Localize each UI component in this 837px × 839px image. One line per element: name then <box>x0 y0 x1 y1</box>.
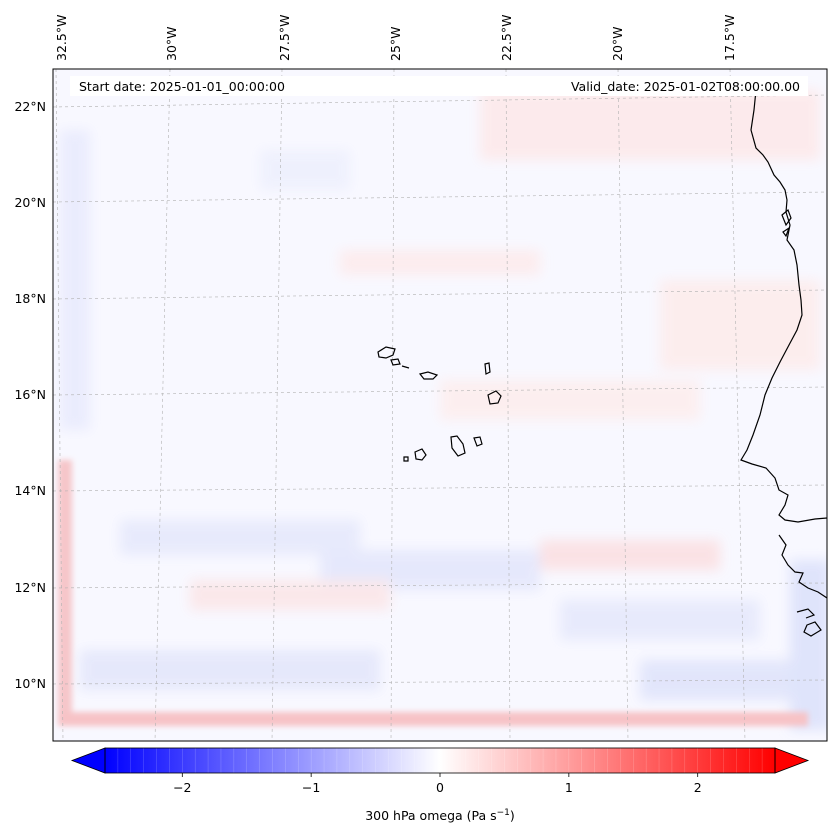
colorbar-tick-label: 2 <box>694 780 702 795</box>
lat-label: 12°N <box>14 580 46 595</box>
lon-label: 17.5°W <box>722 15 737 61</box>
colorbar-tick-label: 0 <box>436 780 444 795</box>
lon-label: 20°W <box>610 26 625 61</box>
colorbar-min-arrow <box>70 747 106 774</box>
colorbar-title: 300 hPa omega (Pa s−1) <box>365 808 515 823</box>
colorbar: −2 −1 0 1 2 300 hPa omega (Pa s−1) <box>70 747 810 823</box>
lon-label: 27.5°W <box>277 15 292 61</box>
lon-label: 30°W <box>164 26 179 61</box>
valid-date-label: Valid_date: 2025-01-02T08:00:00.00 <box>571 79 800 94</box>
lon-labels: 32.5°W 30°W 27.5°W 25°W 22.5°W 20°W 17.5… <box>54 15 737 61</box>
lon-label: 25°W <box>388 26 403 61</box>
lat-label: 14°N <box>14 483 46 498</box>
lat-label: 18°N <box>14 291 46 306</box>
colorbar-max-arrow <box>774 747 810 774</box>
graticule <box>53 69 827 741</box>
lon-label: 32.5°W <box>54 15 69 61</box>
lat-labels: 22°N 20°N 18°N 16°N 14°N 12°N 10°N <box>14 99 46 691</box>
colorbar-tick-label: 1 <box>565 780 573 795</box>
header-band <box>70 76 808 96</box>
lon-label: 22.5°W <box>499 15 514 61</box>
map-field <box>53 69 827 741</box>
lat-label: 20°N <box>14 195 46 210</box>
map-frame <box>52 68 828 742</box>
colorbar-tick-label: −2 <box>173 780 191 795</box>
lat-label: 10°N <box>14 676 46 691</box>
start-date-label: Start date: 2025-01-01_00:00:00 <box>79 79 285 94</box>
lat-label: 22°N <box>14 99 46 114</box>
colorbar-tick-label: −1 <box>302 780 320 795</box>
colorbar-body <box>105 748 775 773</box>
african-coastline <box>740 89 827 637</box>
cape-verde-islands <box>377 346 502 462</box>
lat-label: 16°N <box>14 387 46 402</box>
